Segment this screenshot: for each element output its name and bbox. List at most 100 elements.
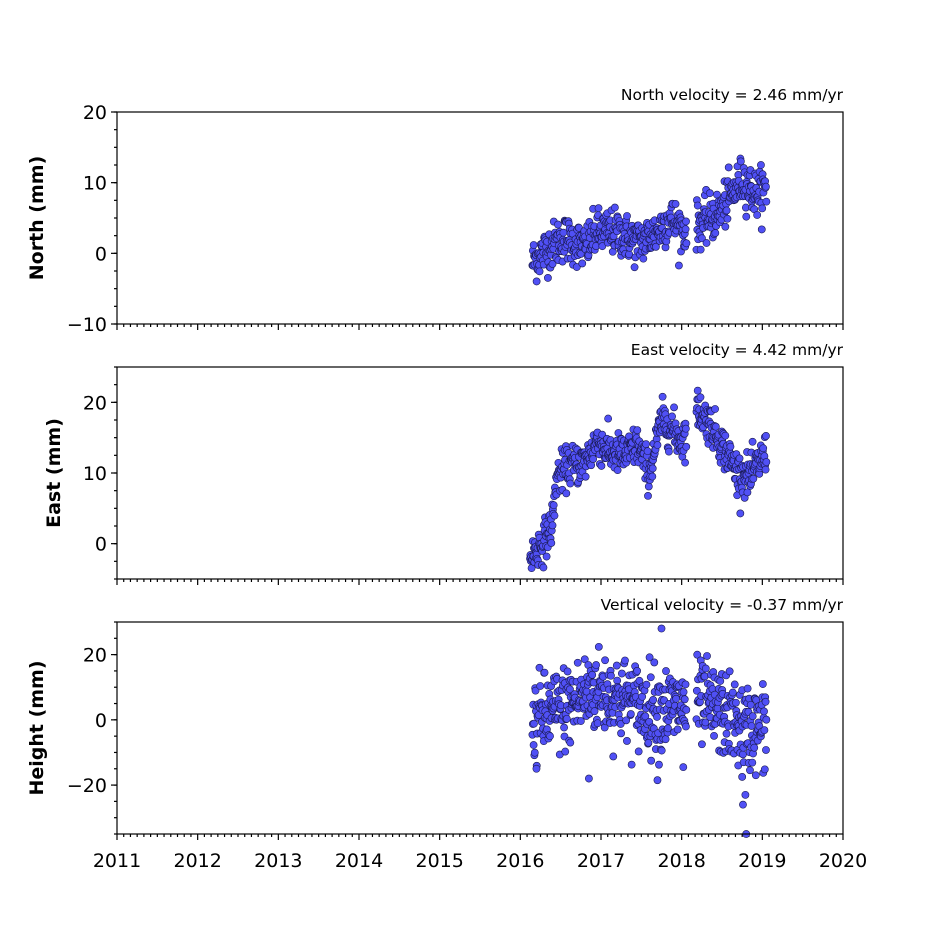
xtick-label: 2017 bbox=[577, 850, 625, 872]
north-data-point bbox=[742, 212, 751, 221]
height-data-point bbox=[760, 707, 768, 716]
height-data-point bbox=[657, 746, 666, 755]
north-data-point bbox=[651, 242, 660, 251]
height-data-point bbox=[679, 763, 688, 772]
height-data-point bbox=[633, 667, 641, 675]
north-ytick-label: −10 bbox=[67, 314, 107, 336]
height-data-point bbox=[751, 771, 760, 780]
height-data-point bbox=[622, 716, 631, 725]
height-data-point bbox=[592, 661, 600, 669]
height-data-point bbox=[746, 766, 754, 775]
xtick-label: 2011 bbox=[93, 850, 141, 872]
height-data-point bbox=[657, 624, 666, 633]
height-data-point bbox=[679, 688, 688, 696]
east-data-point bbox=[735, 454, 744, 463]
east-data-point bbox=[658, 392, 667, 401]
height-data-point bbox=[529, 741, 538, 749]
north-plot-area bbox=[116, 111, 844, 325]
north-data-point bbox=[682, 217, 690, 226]
height-data-point bbox=[664, 724, 672, 733]
east-data-point bbox=[597, 462, 606, 470]
height-data-point bbox=[609, 752, 618, 761]
north-data-point bbox=[610, 203, 619, 212]
east-data-point bbox=[581, 472, 590, 481]
north-data-point bbox=[529, 241, 538, 249]
north-data-point bbox=[698, 234, 706, 243]
height-data-point bbox=[762, 746, 770, 754]
north-data-point bbox=[608, 247, 617, 256]
height-data-point bbox=[748, 758, 757, 767]
east-data-point bbox=[642, 440, 650, 449]
north-data-point bbox=[535, 267, 544, 276]
height-data-point bbox=[728, 688, 737, 697]
east-data-points bbox=[526, 386, 771, 573]
east-data-point bbox=[681, 458, 689, 467]
north-data-point bbox=[639, 254, 648, 263]
height-data-point bbox=[531, 686, 540, 695]
east-data-point bbox=[548, 521, 557, 530]
height-data-point bbox=[681, 680, 690, 689]
north-data-point bbox=[554, 220, 562, 229]
height-data-point bbox=[642, 680, 651, 689]
north-ytick-label: 0 bbox=[95, 243, 107, 265]
xtick-label: 2016 bbox=[496, 850, 544, 872]
height-data-point bbox=[641, 712, 650, 721]
east-data-point bbox=[633, 426, 642, 435]
east-data-point bbox=[743, 488, 752, 497]
xtick-label: 2015 bbox=[415, 850, 463, 872]
east-data-point bbox=[589, 455, 598, 463]
east-data-point bbox=[547, 539, 556, 547]
north-data-point bbox=[594, 204, 603, 213]
height-ytick-label: 20 bbox=[83, 645, 107, 667]
east-data-point bbox=[648, 464, 657, 473]
height-data-point bbox=[616, 720, 625, 728]
east-data-point bbox=[539, 563, 548, 572]
height-data-point bbox=[621, 656, 629, 665]
north-data-point bbox=[630, 263, 639, 272]
north-data-point bbox=[559, 228, 568, 237]
height-plot-area bbox=[116, 621, 844, 835]
east-data-point bbox=[550, 511, 559, 520]
height-data-point bbox=[566, 685, 574, 694]
height-data-point bbox=[738, 773, 747, 781]
east-data-point bbox=[644, 492, 652, 500]
north-data-point bbox=[724, 163, 733, 172]
height-data-point bbox=[653, 776, 662, 785]
north-data-point bbox=[681, 225, 690, 234]
east-data-point bbox=[668, 412, 676, 421]
height-data-point bbox=[540, 668, 549, 677]
east-data-point bbox=[711, 405, 719, 413]
north-data-point bbox=[572, 263, 581, 271]
height-data-point bbox=[532, 764, 541, 773]
east-data-point bbox=[648, 472, 657, 481]
east-data-point bbox=[562, 489, 571, 498]
east-data-point bbox=[681, 424, 690, 433]
height-ytick-label: 0 bbox=[95, 710, 107, 732]
vertical-velocity-title: Vertical velocity = -0.37 mm/yr bbox=[601, 596, 844, 614]
east-ytick-label: 20 bbox=[83, 392, 107, 414]
height-data-point bbox=[655, 760, 663, 769]
height-data-point bbox=[743, 684, 752, 693]
height-data-point bbox=[682, 722, 690, 731]
north-ticks: −10 0 10 20 bbox=[67, 102, 844, 336]
north-data-point bbox=[753, 211, 762, 219]
height-data-point bbox=[617, 729, 625, 738]
height-data-point bbox=[566, 738, 575, 747]
height-data-point bbox=[710, 731, 718, 740]
height-data-point bbox=[530, 748, 539, 757]
east-data-point bbox=[711, 422, 720, 431]
north-data-point bbox=[532, 277, 541, 286]
east-plot-area bbox=[116, 366, 844, 580]
north-data-point bbox=[682, 239, 691, 248]
height-data-point bbox=[650, 658, 659, 667]
height-data-point bbox=[561, 747, 570, 756]
east-data-point bbox=[643, 447, 652, 456]
height-data-point bbox=[682, 705, 691, 714]
height-data-point bbox=[580, 655, 589, 664]
height-data-point bbox=[535, 663, 544, 672]
height-data-point bbox=[623, 737, 631, 745]
height-data-point bbox=[562, 714, 571, 723]
north-data-point bbox=[693, 201, 702, 210]
height-data-point bbox=[760, 765, 769, 774]
